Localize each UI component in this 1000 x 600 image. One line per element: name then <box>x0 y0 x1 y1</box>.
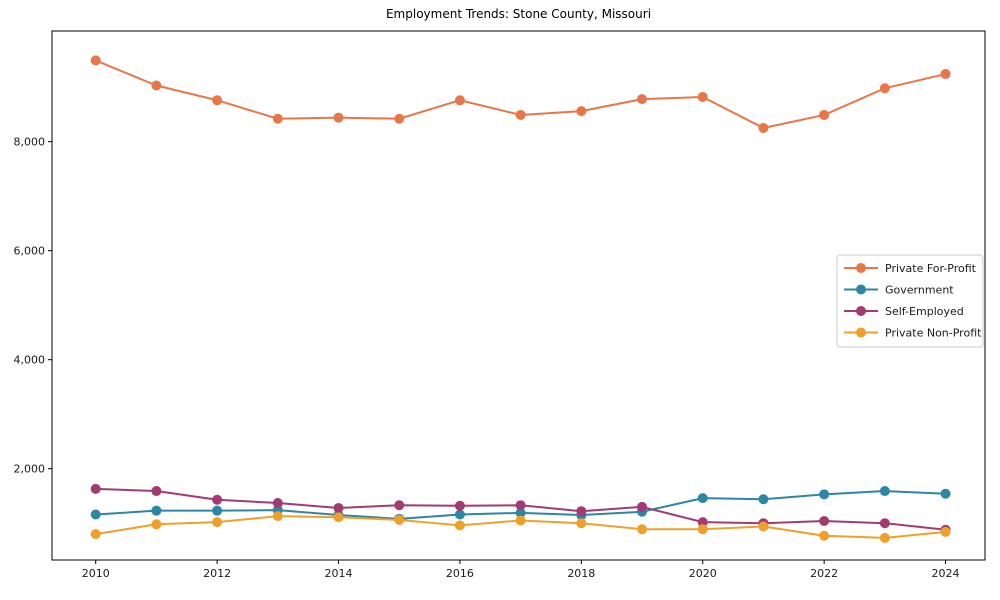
plot-area <box>51 30 986 561</box>
data-point <box>454 509 465 520</box>
data-point <box>394 113 405 124</box>
data-point <box>333 502 344 513</box>
data-point <box>758 123 769 134</box>
data-point <box>637 501 648 512</box>
data-point <box>394 514 405 525</box>
legend-marker <box>856 327 866 338</box>
y-axis-tick-label: 6,000 <box>14 245 46 258</box>
data-point <box>758 521 769 532</box>
legend-box <box>836 254 984 348</box>
legend-entry: Private Non-Profit <box>844 327 982 340</box>
data-point <box>90 55 101 66</box>
data-point <box>151 505 162 516</box>
data-point <box>272 498 283 509</box>
series-private-for-profit <box>90 55 951 134</box>
data-point <box>454 520 465 531</box>
data-point <box>272 113 283 124</box>
data-point <box>515 507 526 518</box>
data-point <box>758 494 769 505</box>
legend-label: Private Non-Profit <box>885 327 982 340</box>
data-point <box>697 524 708 535</box>
data-point <box>637 94 648 105</box>
data-point <box>879 83 890 94</box>
data-point <box>333 112 344 123</box>
y-axis-tick-label: 2,000 <box>14 463 46 476</box>
data-point <box>90 483 101 494</box>
data-point <box>151 80 162 91</box>
data-point <box>90 529 101 540</box>
legend-marker <box>856 263 866 273</box>
x-axis-tick-label: 2012 <box>203 567 231 580</box>
legend-label: Government <box>885 284 954 297</box>
data-point <box>697 517 708 528</box>
data-point <box>819 109 830 120</box>
data-point <box>151 519 162 530</box>
x-axis-tick-label: 2014 <box>325 567 353 580</box>
x-axis-tick-label: 2024 <box>932 567 960 580</box>
legend-label: Private For-Profit <box>885 262 977 275</box>
data-point <box>454 95 465 106</box>
data-point <box>576 506 587 517</box>
legend: Private For-Profit Government Self-Employe… <box>836 254 984 348</box>
data-point <box>879 518 890 529</box>
data-point <box>819 489 830 500</box>
legend-entry: Private For-Profit <box>844 262 977 275</box>
data-point <box>394 500 405 511</box>
y-axis-tick-label: 8,000 <box>14 136 46 149</box>
data-point <box>212 505 223 516</box>
data-point <box>212 494 223 505</box>
x-axis-tick-label: 2018 <box>567 567 595 580</box>
data-point <box>333 512 344 523</box>
data-point <box>879 486 890 497</box>
data-point <box>272 511 283 522</box>
data-point <box>576 106 587 117</box>
data-point <box>90 509 101 520</box>
y-axis-tick-label: 4,000 <box>14 354 46 367</box>
data-point <box>819 530 830 541</box>
series-self-employed <box>90 483 951 535</box>
data-point <box>515 515 526 526</box>
data-point <box>940 526 951 537</box>
legend-marker <box>856 284 866 295</box>
data-point <box>454 500 465 511</box>
series-private-non-profit <box>90 511 951 543</box>
data-point <box>697 493 708 504</box>
data-point <box>940 69 951 80</box>
data-point <box>515 109 526 120</box>
x-axis-tick-label: 2010 <box>82 567 110 580</box>
data-point <box>576 518 587 529</box>
x-axis-tick-label: 2016 <box>446 567 474 580</box>
x-axis-tick-label: 2020 <box>689 567 717 580</box>
legend-entry: Government <box>844 284 954 297</box>
data-point <box>697 91 708 102</box>
data-point <box>212 95 223 106</box>
data-point <box>940 488 951 499</box>
legend-entry: Self-Employed <box>844 305 964 318</box>
chart-title: Employment Trends: Stone County, Missour… <box>385 7 652 21</box>
data-point <box>151 486 162 497</box>
data-point <box>212 517 223 528</box>
data-point <box>819 516 830 527</box>
data-point <box>879 532 890 543</box>
legend-marker <box>856 306 866 316</box>
data-point <box>637 524 648 535</box>
x-axis-tick-label: 2022 <box>810 567 838 580</box>
data-point <box>515 500 526 511</box>
legend-label: Self-Employed <box>885 305 964 318</box>
